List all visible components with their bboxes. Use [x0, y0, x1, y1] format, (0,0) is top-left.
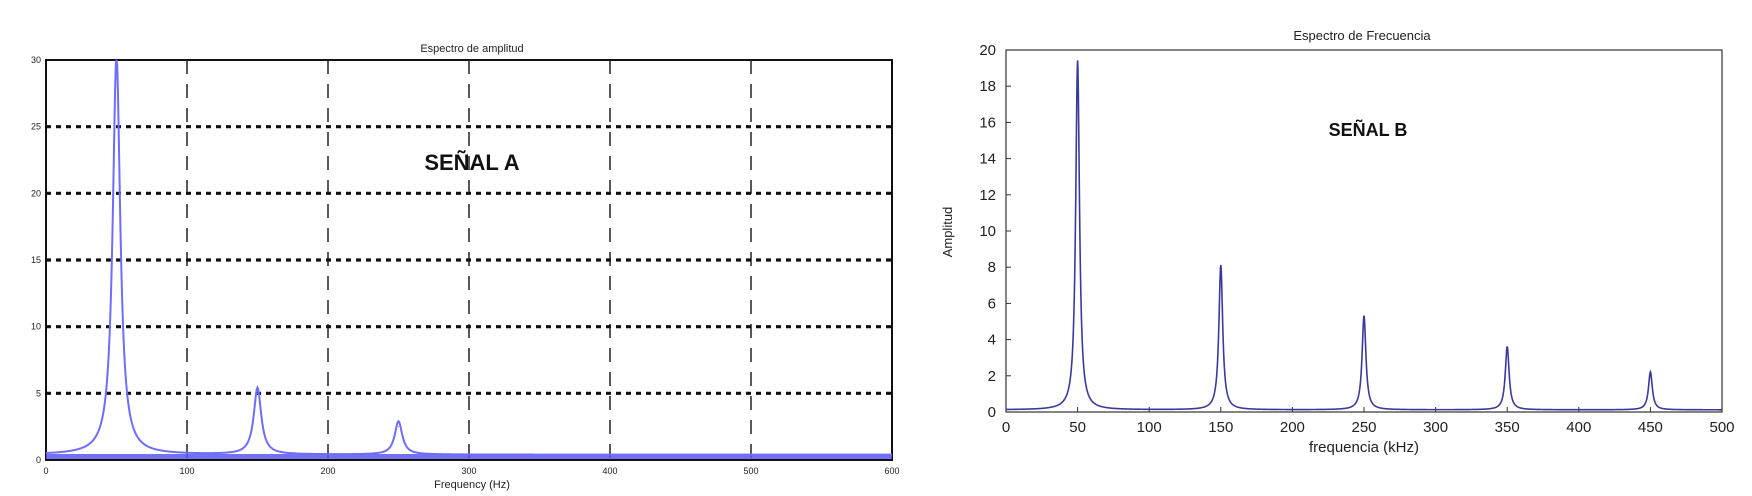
chart-a-xtick-label: 600 — [884, 466, 899, 476]
chart-b-ytick-label: 0 — [988, 404, 996, 421]
chart-b-ytick-label: 2 — [988, 368, 996, 385]
chart-b-xtick-label: 500 — [1709, 419, 1734, 436]
chart-a-ytick-label: 5 — [36, 388, 41, 398]
chart-b-xtick-label: 100 — [1137, 419, 1162, 436]
chart-b-ytick-label: 4 — [988, 332, 996, 349]
chart-a-xtick-label: 200 — [320, 466, 335, 476]
chart-a-peak-point — [398, 426, 399, 428]
chart-a-grid — [46, 59, 892, 460]
chart-b: Espectro de Frecuencia 0 50 100 150 200 250 30… — [940, 28, 1735, 456]
chart-b-xtick-label: 400 — [1566, 419, 1591, 436]
chart-b-series-line — [1005, 60, 1722, 411]
chart-b-ytick-label: 18 — [979, 78, 996, 95]
chart-a-ytick-label: 30 — [31, 55, 41, 65]
chart-a-ytick-label: 0 — [36, 455, 41, 465]
chart-b-annotation: SEÑAL B — [1329, 119, 1408, 140]
chart-a-series-line — [45, 59, 892, 456]
chart-b-xtick-label: 450 — [1638, 419, 1663, 436]
chart-a-annotation: SEÑAL A — [424, 150, 519, 175]
chart-b-xtick-label: 0 — [1002, 419, 1010, 436]
chart-b-xtick-label: 300 — [1423, 419, 1448, 436]
chart-a-peak-point — [257, 392, 258, 394]
chart-a: Espectro de amplitud 0 100 200 300 400 500 600… — [31, 43, 900, 491]
chart-b-xtick-label: 150 — [1208, 419, 1233, 436]
chart-b-ylabel: Amplitud — [940, 207, 955, 258]
chart-a-xtick-label: 300 — [461, 466, 476, 476]
chart-b-ytick-label: 10 — [979, 223, 996, 240]
chart-b-ytick-label: 14 — [979, 151, 996, 168]
chart-b-plot-area — [1005, 49, 1723, 413]
chart-a-ytick-label: 15 — [31, 255, 41, 265]
chart-a-xtick-label: 400 — [602, 466, 617, 476]
chart-a-title: Espectro de amplitud — [420, 43, 523, 55]
chart-a-xtick-label: 500 — [743, 466, 758, 476]
chart-b-xtick-label: 200 — [1280, 419, 1305, 436]
chart-a-xtick-label: 0 — [43, 466, 48, 476]
chart-b-ticks: 0 50 100 150 200 250 300 350 400 450 500 0 2 4 6 8 10 12 1… — [979, 42, 1734, 436]
chart-b-ytick-label: 12 — [979, 187, 996, 204]
chart-a-xtick-label: 100 — [179, 466, 194, 476]
chart-a-baseline-band — [46, 454, 892, 459]
chart-b-xtick-label: 250 — [1351, 419, 1376, 436]
chart-a-ytick-label: 20 — [31, 188, 41, 198]
chart-b-xlabel: frequencia (kHz) — [1309, 439, 1419, 456]
chart-a-ytick-label: 25 — [31, 122, 41, 132]
chart-a-ytick-label: 10 — [31, 322, 41, 332]
chart-a-xlabel: Frequency (Hz) — [434, 479, 510, 491]
chart-b-ytick-label: 16 — [979, 114, 996, 131]
chart-b-xtick-label: 50 — [1069, 419, 1086, 436]
chart-b-xtick-label: 350 — [1495, 419, 1520, 436]
chart-a-ticks: 0 100 200 300 400 500 600 0 5 10 15 20 25 30 — [31, 55, 900, 476]
chart-b-title: Espectro de Frecuencia — [1293, 28, 1431, 43]
chart-b-ytick-label: 6 — [988, 295, 996, 312]
chart-b-ytick-label: 20 — [979, 42, 996, 59]
chart-b-ytick-label: 8 — [988, 259, 996, 276]
